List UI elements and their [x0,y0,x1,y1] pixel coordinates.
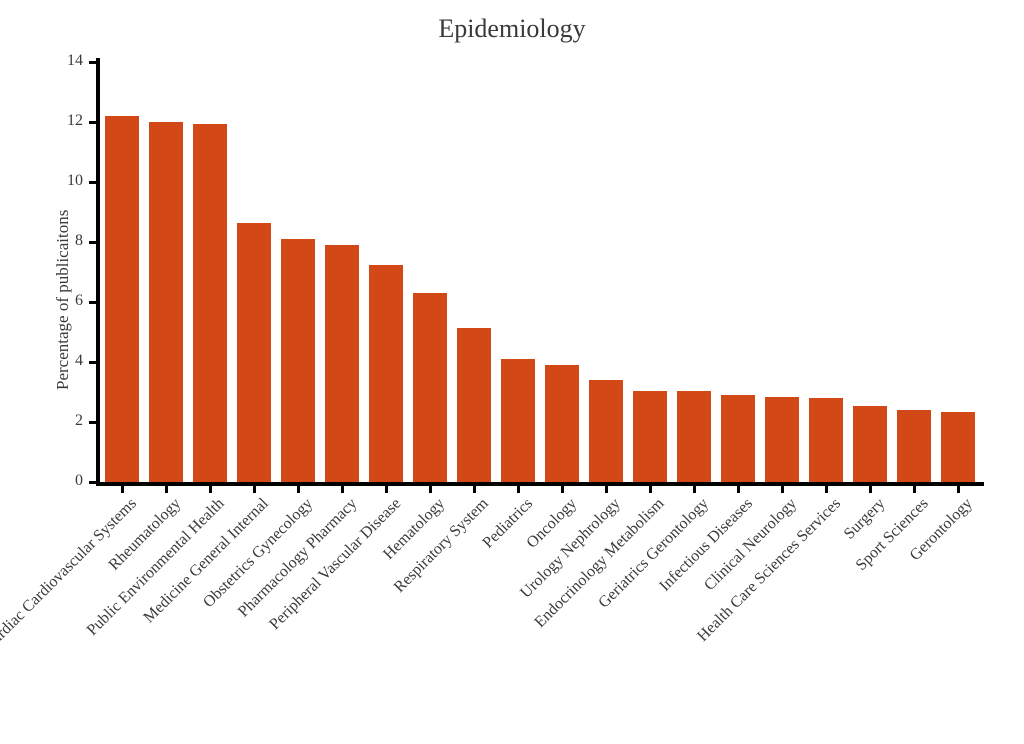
y-tick [89,121,96,124]
bar [501,359,535,482]
x-tick [825,486,828,493]
bar [721,395,755,482]
x-tick [473,486,476,493]
y-axis-line [96,58,100,482]
bar [677,391,711,483]
y-tick [89,301,96,304]
x-tick [341,486,344,493]
chart-title: Epidemiology [0,14,1024,44]
x-tick [165,486,168,493]
y-tick [89,481,96,484]
x-tick [517,486,520,493]
y-tick-label: 6 [53,292,83,310]
x-tick [561,486,564,493]
y-tick [89,241,96,244]
y-tick [89,421,96,424]
bar [941,412,975,483]
x-tick [297,486,300,493]
plot-area: 02468101214Cardiac Cardiovascular System… [100,62,980,482]
y-tick [89,181,96,184]
bar [281,239,315,482]
x-tick [869,486,872,493]
x-tick [209,486,212,493]
bar [325,245,359,482]
bar [589,380,623,482]
x-tick [693,486,696,493]
x-tick [649,486,652,493]
x-tick-label: Cardiac Cardiovascular Systems [0,495,141,655]
bars-container [100,62,980,482]
x-axis-line [96,482,984,486]
bar [897,410,931,482]
bar [149,122,183,482]
bar [413,293,447,482]
bar [105,116,139,482]
bar [853,406,887,483]
bar [545,365,579,482]
y-tick-label: 12 [53,112,83,130]
x-tick [605,486,608,493]
bar [765,397,799,483]
bar [633,391,667,483]
x-tick [121,486,124,493]
bar [809,398,843,482]
y-tick-label: 0 [53,472,83,490]
x-tick [385,486,388,493]
bar-chart: Epidemiology Percentage of publicaitons … [0,0,1024,744]
x-tick [957,486,960,493]
y-tick-label: 14 [53,52,83,70]
x-tick [781,486,784,493]
bar [369,265,403,483]
x-tick [253,486,256,493]
x-tick [737,486,740,493]
x-tick [429,486,432,493]
bar [457,328,491,483]
bar [193,124,227,483]
y-tick [89,361,96,364]
y-tick-label: 2 [53,412,83,430]
y-tick [89,61,96,64]
bar [237,223,271,483]
y-tick-label: 8 [53,232,83,250]
x-tick [913,486,916,493]
y-tick-label: 4 [53,352,83,370]
y-tick-label: 10 [53,172,83,190]
